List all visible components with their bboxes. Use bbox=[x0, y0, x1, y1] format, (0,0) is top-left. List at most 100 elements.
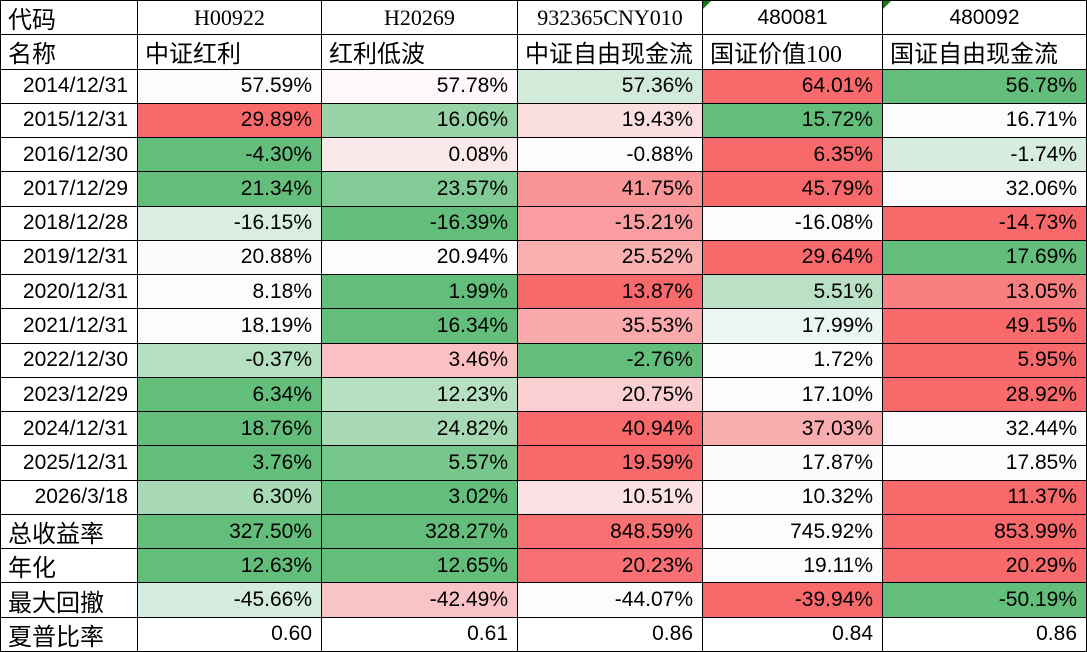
value-cell[interactable]: -16.39% bbox=[322, 206, 518, 241]
value-cell[interactable]: 56.78% bbox=[883, 69, 1087, 104]
value-cell[interactable]: 328.27% bbox=[322, 514, 518, 550]
value-cell[interactable]: -50.19% bbox=[883, 583, 1087, 618]
value-cell[interactable]: 16.71% bbox=[883, 103, 1087, 139]
value-cell[interactable]: 19.59% bbox=[518, 446, 703, 481]
value-cell[interactable]: 15.72% bbox=[703, 103, 883, 139]
value-cell[interactable]: 3.76% bbox=[138, 446, 322, 481]
value-cell[interactable]: 17.69% bbox=[883, 240, 1087, 276]
value-cell[interactable]: 0.86 bbox=[518, 617, 703, 652]
value-cell[interactable]: 20.23% bbox=[518, 549, 703, 584]
name-cell[interactable]: 红利低波 bbox=[322, 35, 518, 70]
value-cell[interactable]: 19.43% bbox=[518, 103, 703, 139]
value-cell[interactable]: 16.06% bbox=[322, 103, 518, 139]
value-cell[interactable]: 1.72% bbox=[703, 343, 883, 378]
code-cell[interactable]: 480092 bbox=[883, 1, 1087, 36]
date-cell[interactable]: 2015/12/31 bbox=[1, 103, 138, 139]
value-cell[interactable]: -39.94% bbox=[703, 583, 883, 618]
value-cell[interactable]: 23.57% bbox=[322, 172, 518, 207]
value-cell[interactable]: 3.02% bbox=[322, 480, 518, 515]
value-cell[interactable]: 17.10% bbox=[703, 377, 883, 413]
date-cell[interactable]: 2024/12/31 bbox=[1, 412, 138, 447]
value-cell[interactable]: 5.57% bbox=[322, 446, 518, 481]
value-cell[interactable]: 6.30% bbox=[138, 480, 322, 515]
value-cell[interactable]: -14.73% bbox=[883, 206, 1087, 241]
code-cell[interactable]: 932365CNY010 bbox=[518, 1, 703, 36]
value-cell[interactable]: 0.61 bbox=[322, 617, 518, 652]
value-cell[interactable]: 24.82% bbox=[322, 412, 518, 447]
code-cell[interactable]: 480081 bbox=[703, 1, 883, 36]
value-cell[interactable]: 28.92% bbox=[883, 377, 1087, 413]
summary-label-cell[interactable]: 总收益率 bbox=[1, 514, 138, 550]
value-cell[interactable]: -16.08% bbox=[703, 206, 883, 241]
code-header-cell[interactable]: 代码 bbox=[1, 1, 138, 36]
code-cell[interactable]: H20269 bbox=[322, 1, 518, 36]
value-cell[interactable]: 21.34% bbox=[138, 172, 322, 207]
value-cell[interactable]: 29.64% bbox=[703, 240, 883, 276]
value-cell[interactable]: 20.29% bbox=[883, 549, 1087, 584]
value-cell[interactable]: 20.94% bbox=[322, 240, 518, 276]
value-cell[interactable]: 10.32% bbox=[703, 480, 883, 515]
value-cell[interactable]: 17.85% bbox=[883, 446, 1087, 481]
summary-label-cell[interactable]: 夏普比率 bbox=[1, 617, 138, 652]
value-cell[interactable]: 32.44% bbox=[883, 412, 1087, 447]
value-cell[interactable]: 57.78% bbox=[322, 69, 518, 104]
value-cell[interactable]: 12.65% bbox=[322, 549, 518, 584]
date-cell[interactable]: 2017/12/29 bbox=[1, 172, 138, 207]
value-cell[interactable]: -15.21% bbox=[518, 206, 703, 241]
value-cell[interactable]: 49.15% bbox=[883, 309, 1087, 344]
value-cell[interactable]: -42.49% bbox=[322, 583, 518, 618]
value-cell[interactable]: 327.50% bbox=[138, 514, 322, 550]
value-cell[interactable]: -0.88% bbox=[518, 138, 703, 173]
value-cell[interactable]: 16.34% bbox=[322, 309, 518, 344]
value-cell[interactable]: 35.53% bbox=[518, 309, 703, 344]
value-cell[interactable]: -45.66% bbox=[138, 583, 322, 618]
name-cell[interactable]: 中证红利 bbox=[138, 35, 322, 70]
value-cell[interactable]: -2.76% bbox=[518, 343, 703, 378]
value-cell[interactable]: 13.05% bbox=[883, 275, 1087, 310]
value-cell[interactable]: 0.84 bbox=[703, 617, 883, 652]
value-cell[interactable]: 37.03% bbox=[703, 412, 883, 447]
value-cell[interactable]: -4.30% bbox=[138, 138, 322, 173]
value-cell[interactable]: 25.52% bbox=[518, 240, 703, 276]
date-cell[interactable]: 2016/12/30 bbox=[1, 138, 138, 173]
value-cell[interactable]: 32.06% bbox=[883, 172, 1087, 207]
value-cell[interactable]: 17.87% bbox=[703, 446, 883, 481]
value-cell[interactable]: 12.63% bbox=[138, 549, 322, 584]
value-cell[interactable]: 18.19% bbox=[138, 309, 322, 344]
value-cell[interactable]: 19.11% bbox=[703, 549, 883, 584]
value-cell[interactable]: 3.46% bbox=[322, 343, 518, 378]
name-cell[interactable]: 国证自由现金流 bbox=[883, 35, 1087, 70]
value-cell[interactable]: 57.59% bbox=[138, 69, 322, 104]
name-header-cell[interactable]: 名称 bbox=[1, 35, 138, 70]
date-cell[interactable]: 2019/12/31 bbox=[1, 240, 138, 276]
value-cell[interactable]: 41.75% bbox=[518, 172, 703, 207]
name-cell[interactable]: 国证价值100 bbox=[703, 35, 883, 70]
value-cell[interactable]: 0.86 bbox=[883, 617, 1087, 652]
value-cell[interactable]: 17.99% bbox=[703, 309, 883, 344]
value-cell[interactable]: 18.76% bbox=[138, 412, 322, 447]
value-cell[interactable]: 5.51% bbox=[703, 275, 883, 310]
value-cell[interactable]: 45.79% bbox=[703, 172, 883, 207]
value-cell[interactable]: 12.23% bbox=[322, 377, 518, 413]
value-cell[interactable]: 57.36% bbox=[518, 69, 703, 104]
summary-label-cell[interactable]: 年化 bbox=[1, 549, 138, 584]
value-cell[interactable]: 11.37% bbox=[883, 480, 1087, 515]
value-cell[interactable]: 745.92% bbox=[703, 514, 883, 550]
value-cell[interactable]: -16.15% bbox=[138, 206, 322, 241]
value-cell[interactable]: 1.99% bbox=[322, 275, 518, 310]
value-cell[interactable]: 6.35% bbox=[703, 138, 883, 173]
value-cell[interactable]: 0.60 bbox=[138, 617, 322, 652]
value-cell[interactable]: 0.08% bbox=[322, 138, 518, 173]
value-cell[interactable]: 853.99% bbox=[883, 514, 1087, 550]
summary-label-cell[interactable]: 最大回撤 bbox=[1, 583, 138, 618]
value-cell[interactable]: 29.89% bbox=[138, 103, 322, 139]
value-cell[interactable]: 13.87% bbox=[518, 275, 703, 310]
value-cell[interactable]: 8.18% bbox=[138, 275, 322, 310]
value-cell[interactable]: 40.94% bbox=[518, 412, 703, 447]
value-cell[interactable]: -0.37% bbox=[138, 343, 322, 378]
date-cell[interactable]: 2021/12/31 bbox=[1, 309, 138, 344]
date-cell[interactable]: 2020/12/31 bbox=[1, 275, 138, 310]
date-cell[interactable]: 2022/12/30 bbox=[1, 343, 138, 378]
value-cell[interactable]: -44.07% bbox=[518, 583, 703, 618]
date-cell[interactable]: 2023/12/29 bbox=[1, 377, 138, 413]
